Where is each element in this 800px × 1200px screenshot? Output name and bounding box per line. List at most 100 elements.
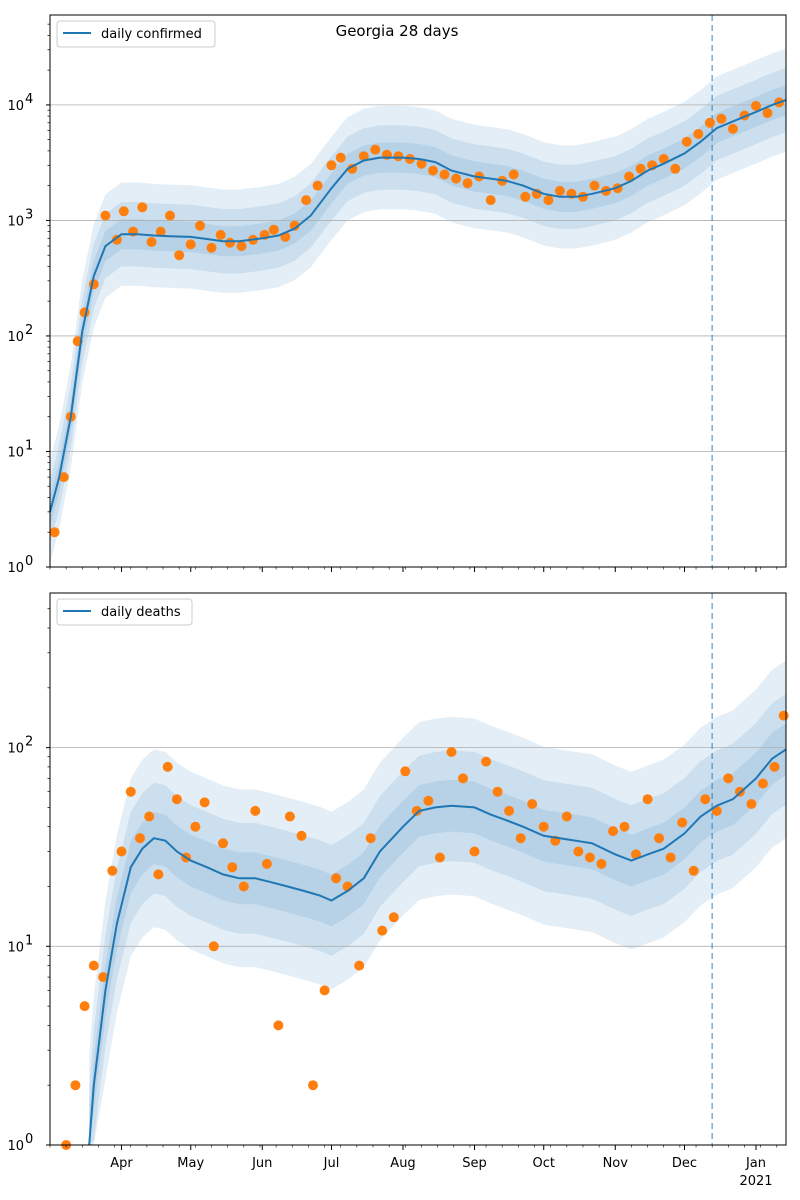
x-tick-label: Oct [533, 1156, 555, 1171]
confirmed-observed-point [185, 239, 196, 250]
deaths-observed-point [116, 846, 127, 857]
deaths-observed-point [296, 830, 307, 841]
deaths-observed-point [190, 821, 201, 832]
confirmed-observed-point [58, 472, 69, 483]
deaths-observed-point [388, 912, 399, 923]
deaths-observed-point [769, 761, 780, 772]
confirmed-band-0 [50, 48, 786, 564]
confirmed-observed-point [215, 229, 226, 240]
deaths-axes-frame [49, 592, 787, 1146]
deaths-observed-point [250, 805, 261, 816]
confirmed-observed-point [416, 158, 427, 169]
deaths-observed-point [700, 794, 711, 805]
deaths-observed-point [331, 873, 342, 884]
y-tick-exponent: 1 [25, 933, 33, 948]
x-tick-year-label: 2021 [739, 1174, 772, 1189]
deaths-observed-point [492, 786, 503, 797]
y-tick-exponent: 1 [25, 438, 33, 453]
confirmed-observed-point [681, 136, 692, 147]
deaths-observed-point [458, 773, 468, 784]
confirmed-axes-frame [49, 14, 787, 568]
deaths-observed-point [79, 1001, 90, 1012]
confirmed-observed-point [236, 241, 247, 252]
y-tick-label: 10 [7, 99, 24, 114]
confirmed-observed-point [347, 163, 358, 174]
deaths-observed-point [469, 846, 480, 857]
deaths-observed-point [561, 811, 572, 822]
confirmed-observed-point [635, 163, 646, 174]
confirmed-observed-point [137, 202, 148, 213]
confirmed-observed-point [312, 180, 323, 191]
confirmed-observed-point [727, 123, 738, 134]
confirmed-observed-point [508, 169, 519, 180]
y-tick-label: 10 [7, 561, 24, 576]
deaths-observed-point [227, 862, 238, 873]
y-tick-label: 10 [7, 1139, 24, 1154]
x-tick-label: Jul [323, 1156, 340, 1171]
confirmed-legend: daily confirmed [56, 20, 216, 48]
confirmed-observed-point [100, 210, 111, 221]
confirmed-trend-line [49, 99, 787, 513]
confirmed-legend-label: daily confirmed [101, 27, 202, 42]
y-tick-exponent: 4 [25, 92, 33, 107]
confirmed-observed-point [520, 191, 531, 202]
confirmed-observed-point [716, 113, 727, 124]
deaths-observed-point [538, 821, 549, 832]
confirmed-observed-point [268, 224, 279, 235]
deaths-observed-point [665, 852, 676, 863]
deaths-observed-point [400, 766, 411, 777]
confirmed-observed-point [155, 226, 166, 237]
deaths-observed-point [778, 710, 789, 721]
x-tick-label: May [177, 1156, 204, 1171]
confirmed-observed-point [49, 527, 60, 538]
x-tick-label: Nov [603, 1156, 629, 1171]
confirmed-observed-point [174, 250, 185, 261]
deaths-observed-point [98, 972, 109, 983]
deaths-observed-point [596, 858, 607, 869]
confirmed-observed-point [462, 178, 473, 189]
confirmed-observed-point [428, 165, 438, 176]
deaths-observed-point [107, 865, 118, 876]
deaths-observed-point [515, 833, 526, 844]
deaths-observed-point [171, 794, 182, 805]
deaths-observed-point [125, 786, 136, 797]
deaths-observed-point [527, 799, 538, 809]
deaths-observed-point [619, 821, 630, 832]
confirmed-observed-point [225, 237, 235, 248]
confirmed-band-1 [50, 67, 786, 545]
deaths-observed-point [88, 960, 99, 971]
deaths-observed-point [273, 1020, 284, 1031]
y-tick-label: 10 [7, 742, 24, 757]
x-tick-label: Jun [251, 1156, 272, 1171]
deaths-observed-point [365, 833, 376, 844]
confirmed-observed-point [335, 152, 346, 163]
confirmed-observed-point [589, 180, 600, 191]
confirmed-gridlines [50, 104, 786, 452]
deaths-observed-point [153, 869, 164, 880]
confirmed-observed-point [111, 234, 122, 245]
x-tick-label: Sep [462, 1156, 487, 1171]
x-tick-label: Aug [390, 1156, 415, 1171]
deaths-observed-point [199, 797, 210, 808]
confirmed-observed-point [195, 220, 205, 231]
confirmed-uncertainty-bands [50, 48, 786, 564]
deaths-observed-point [261, 858, 272, 869]
deaths-observed-point [677, 817, 688, 828]
deaths-observed-point [757, 778, 768, 789]
confirmed-observed-point [146, 237, 157, 247]
confirmed-observed-point [451, 173, 462, 184]
confirmed-observed-point [670, 163, 681, 174]
confirmed-legend-box [56, 20, 216, 48]
deaths-observed-point [319, 985, 330, 996]
deaths-observed-point [162, 761, 173, 772]
confirmed-observed-point [485, 195, 496, 206]
deaths-observed-point [746, 799, 757, 809]
deaths-legend-box [56, 598, 193, 626]
deaths-observed-point [654, 833, 665, 844]
deaths-observed-point [284, 811, 295, 822]
confirmed-observed-point [624, 171, 635, 182]
